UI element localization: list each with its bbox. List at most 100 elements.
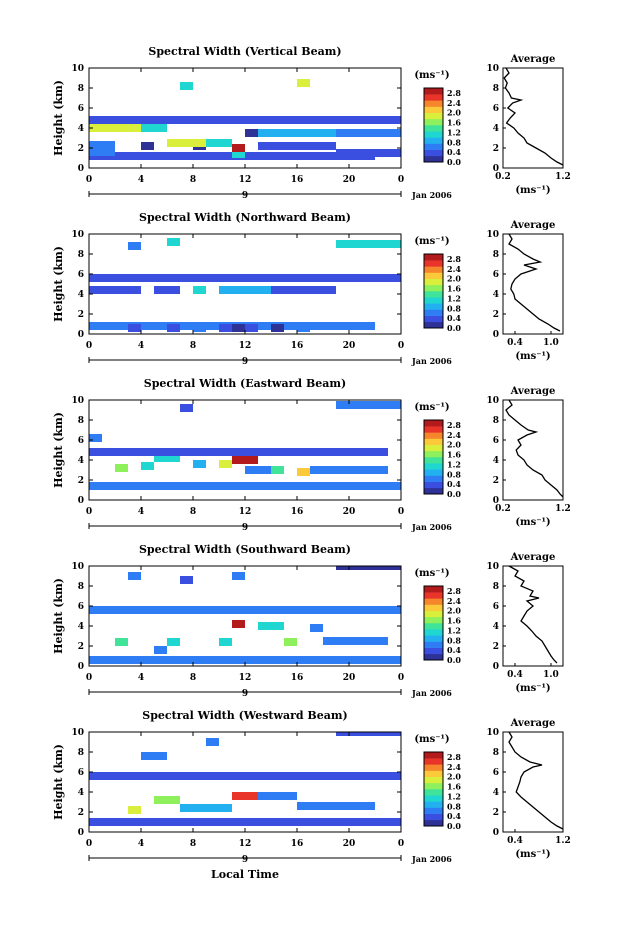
avg-y-tick-label: 8 bbox=[493, 416, 499, 426]
avg-x-axis-label: (ms⁻¹) bbox=[515, 683, 550, 694]
heatmap-cell bbox=[336, 129, 401, 137]
x-tick-label: 12 bbox=[239, 673, 252, 683]
heatmap-cell bbox=[154, 796, 180, 804]
average-profile-line bbox=[508, 565, 558, 664]
y-tick-label: 10 bbox=[71, 396, 84, 406]
colorbar-swatch bbox=[424, 88, 443, 95]
avg-x-axis-label: (ms⁻¹) bbox=[515, 849, 550, 860]
y-tick-label: 8 bbox=[78, 416, 84, 426]
x-tick-label: 0 bbox=[86, 839, 92, 849]
heatmap-cell bbox=[141, 124, 167, 132]
avg-x-axis-label: (ms⁻¹) bbox=[515, 517, 550, 528]
heatmap-cell bbox=[206, 738, 219, 746]
avg-y-tick-label: 4 bbox=[493, 124, 499, 134]
average-title: Average bbox=[510, 54, 556, 65]
colorbar-frame bbox=[423, 585, 444, 661]
heatmap-cell bbox=[245, 152, 258, 160]
colorbar-swatch bbox=[424, 143, 443, 150]
colorbar-swatch bbox=[424, 457, 443, 464]
colorbar-tick-label: 2.4 bbox=[447, 762, 461, 772]
y-tick-label: 8 bbox=[78, 582, 84, 592]
x-tick-label: 12 bbox=[239, 341, 252, 351]
heatmap-cell bbox=[128, 242, 141, 250]
y-tick-label: 10 bbox=[71, 728, 84, 738]
colorbar-tick-label: 0.8 bbox=[447, 469, 461, 479]
x-tick-label: 8 bbox=[190, 175, 196, 185]
heatmap-cell bbox=[115, 464, 128, 472]
colorbar-tick-label: 2.0 bbox=[447, 108, 461, 118]
colorbar-swatch bbox=[424, 610, 443, 618]
avg-y-tick-label: 4 bbox=[493, 788, 499, 798]
colorbar-tick-label: 2.4 bbox=[447, 430, 461, 440]
heatmap-cell bbox=[167, 139, 206, 147]
colorbar-tick-label: 2.0 bbox=[447, 772, 461, 782]
avg-y-tick-label: 8 bbox=[493, 582, 499, 592]
colorbar-swatch bbox=[424, 819, 443, 827]
x-tick-label: 20 bbox=[343, 839, 356, 849]
avg-y-tick-label: 10 bbox=[486, 396, 499, 406]
colorbar-unit: (ms⁻¹) bbox=[414, 568, 449, 579]
avg-x-tick-label: 1.2 bbox=[555, 504, 571, 514]
avg-x-tick-label: 1.2 bbox=[555, 172, 571, 182]
heatmap-cell bbox=[232, 620, 245, 628]
heatmap-cell bbox=[245, 324, 258, 332]
colorbar-swatch bbox=[424, 813, 443, 821]
avg-y-tick-label: 2 bbox=[493, 144, 499, 154]
colorbar-tick-label: 2.0 bbox=[447, 606, 461, 616]
colorbar-swatch bbox=[424, 149, 443, 157]
avg-x-tick-label: 0.4 bbox=[507, 836, 523, 846]
avg-y-tick-label: 10 bbox=[486, 230, 499, 240]
colorbar-tick-label: 1.2 bbox=[447, 127, 461, 137]
y-tick-label: 0 bbox=[78, 164, 84, 174]
colorbar-swatch bbox=[424, 795, 443, 802]
avg-y-tick-label: 6 bbox=[493, 104, 499, 114]
x-tick-label: 4 bbox=[138, 175, 144, 185]
avg-y-tick-label: 4 bbox=[493, 456, 499, 466]
y-tick-label: 0 bbox=[78, 828, 84, 838]
heatmap-cell bbox=[180, 82, 193, 90]
y-tick-label: 0 bbox=[78, 662, 84, 672]
heatmap-cell bbox=[89, 434, 102, 442]
avg-y-tick-label: 0 bbox=[493, 828, 499, 838]
colorbar-swatch bbox=[424, 487, 443, 495]
colorbar-tick-label: 2.8 bbox=[447, 420, 461, 430]
avg-y-tick-label: 10 bbox=[486, 562, 499, 572]
colorbar-swatch bbox=[424, 807, 443, 814]
panel-1: Spectral Width (Vertical Beam) 0 2 4 6 8 10 Hei… bbox=[52, 45, 571, 201]
colorbar-tick-label: 0.4 bbox=[447, 479, 461, 489]
heatmap-cell bbox=[284, 638, 297, 646]
x-tick-label: 4 bbox=[138, 341, 144, 351]
colorbar-swatch bbox=[424, 426, 443, 433]
panel-title: Spectral Width (Southward Beam) bbox=[139, 543, 351, 556]
colorbar-swatch bbox=[424, 321, 443, 329]
heatmap-cell bbox=[89, 818, 401, 826]
date-day-label: 9 bbox=[242, 191, 248, 201]
heatmap-cell bbox=[128, 806, 141, 814]
y-tick-label: 2 bbox=[78, 642, 84, 652]
date-month-label: Jan 2006 bbox=[411, 522, 452, 532]
heatmap-cell bbox=[232, 144, 245, 152]
colorbar-unit: (ms⁻¹) bbox=[414, 402, 449, 413]
x-tick-label: 16 bbox=[291, 839, 304, 849]
colorbar-swatch bbox=[424, 155, 443, 163]
y-tick-label: 6 bbox=[78, 270, 84, 280]
y-tick-label: 6 bbox=[78, 436, 84, 446]
heatmap-cells bbox=[89, 401, 401, 490]
colorbar-swatch bbox=[424, 432, 443, 439]
heatmap-cell bbox=[232, 456, 258, 464]
avg-x-tick-label: 1.0 bbox=[543, 670, 559, 680]
colorbar-tick-label: 0.4 bbox=[447, 313, 461, 323]
y-tick-label: 4 bbox=[78, 456, 84, 466]
heatmap-cell bbox=[180, 404, 193, 412]
colorbar-swatch bbox=[424, 450, 443, 458]
colorbar-swatch bbox=[424, 592, 443, 599]
heatmap-cell bbox=[336, 401, 401, 409]
colorbar-swatch bbox=[424, 469, 443, 476]
avg-y-tick-label: 2 bbox=[493, 476, 499, 486]
x-tick-label: 0 bbox=[398, 341, 404, 351]
average-frame bbox=[502, 399, 564, 501]
colorbar-swatch bbox=[424, 770, 443, 777]
avg-y-tick-label: 0 bbox=[493, 496, 499, 506]
heatmap-cell bbox=[141, 752, 167, 760]
heatmap-cell bbox=[258, 129, 336, 137]
